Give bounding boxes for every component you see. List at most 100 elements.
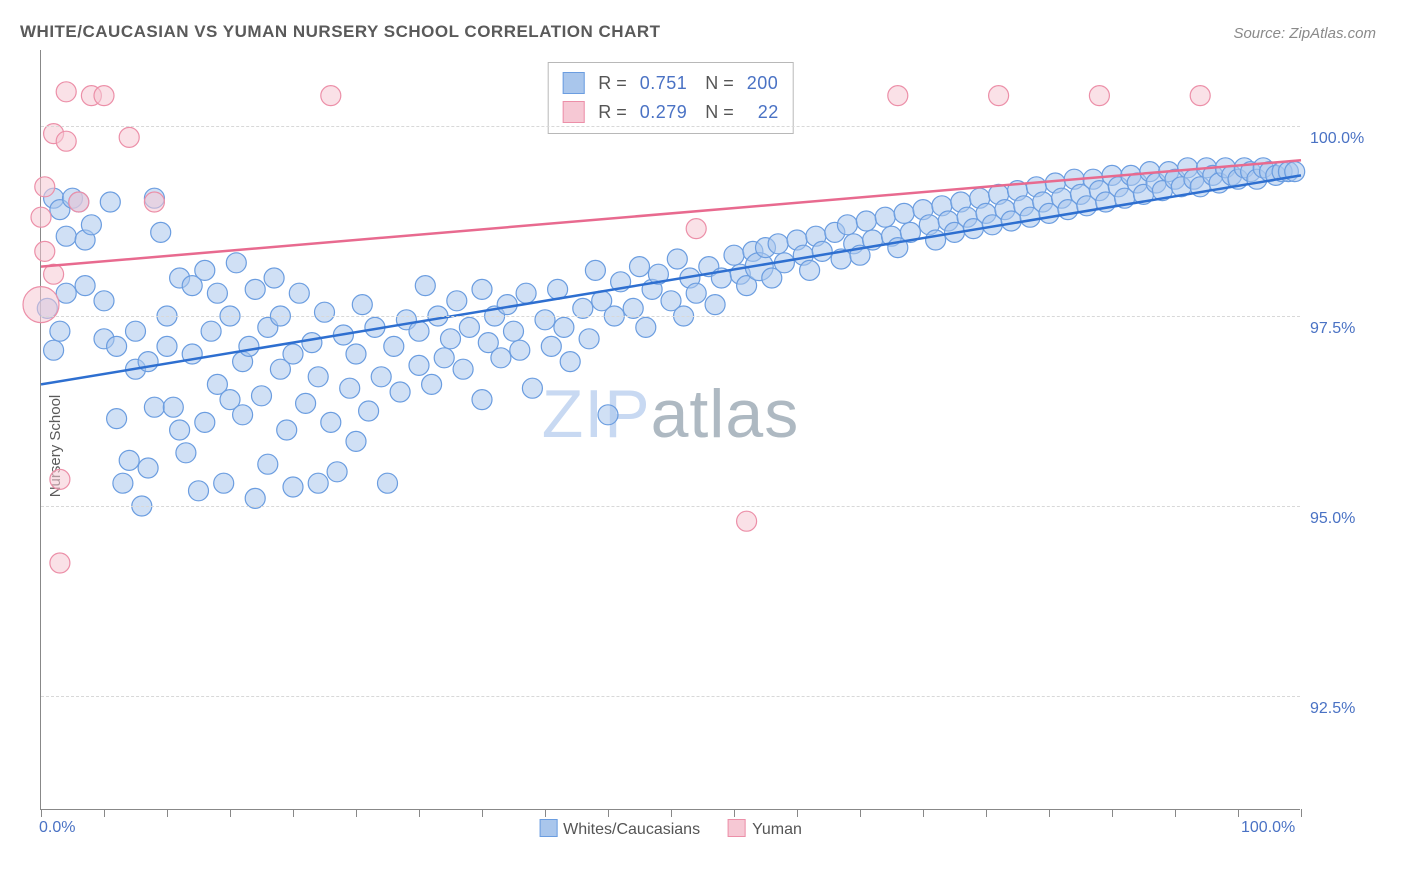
data-point [239,336,259,356]
grid-line [41,506,1300,507]
y-tick-label: 100.0% [1310,130,1390,148]
data-point [1190,86,1210,106]
data-point [69,192,89,212]
data-point [686,219,706,239]
data-point [119,127,139,147]
data-point [264,268,284,288]
data-point [308,367,328,387]
data-point [434,348,454,368]
x-tick [734,809,735,817]
data-point [516,283,536,303]
y-tick-label: 97.5% [1310,320,1390,338]
data-point [768,234,788,254]
x-tick [545,809,546,817]
x-tick [797,809,798,817]
x-tick [1175,809,1176,817]
legend-swatch [562,72,584,94]
data-point [195,260,215,280]
data-point [195,412,215,432]
legend-swatch [728,819,746,837]
data-point [585,260,605,280]
data-point [504,321,524,341]
data-point [107,409,127,429]
bottom-legend: Whites/Caucasians Yuman [539,819,802,839]
data-point [302,333,322,353]
data-point [81,215,101,235]
data-point [812,241,832,261]
x-tick-label: 0.0% [39,819,75,837]
data-point [113,473,133,493]
x-tick [293,809,294,817]
legend-label: Yuman [752,821,802,838]
data-point [75,276,95,296]
data-point [371,367,391,387]
data-point [144,397,164,417]
grid-line [41,696,1300,697]
data-point [35,177,55,197]
data-point [283,344,303,364]
data-point [378,473,398,493]
data-point [245,279,265,299]
data-point [340,378,360,398]
x-tick [860,809,861,817]
data-point [522,378,542,398]
x-tick [230,809,231,817]
data-point [94,291,114,311]
data-point [56,82,76,102]
data-point [44,340,64,360]
data-point [447,291,467,311]
data-point [560,352,580,372]
data-point [308,473,328,493]
data-point [321,412,341,432]
chart-title: WHITE/CAUCASIAN VS YUMAN NURSERY SCHOOL … [20,22,661,42]
data-point [541,336,561,356]
data-point [837,215,857,235]
data-point [472,279,492,299]
data-point [636,317,656,337]
x-tick [608,809,609,817]
data-point [157,336,177,356]
data-point [327,462,347,482]
y-tick-label: 92.5% [1310,700,1390,718]
x-tick [104,809,105,817]
x-tick [1301,809,1302,817]
legend-swatch [539,819,557,837]
data-point [100,192,120,212]
legend-item: Yuman [728,819,802,839]
regression-line [41,175,1301,384]
x-tick [356,809,357,817]
data-point [579,329,599,349]
data-point [56,226,76,246]
data-point [144,192,164,212]
data-point [107,336,127,356]
x-tick [986,809,987,817]
data-point [296,393,316,413]
data-point [875,207,895,227]
stats-r-label: R = [598,69,632,98]
data-point [409,321,429,341]
stats-n-value: 200 [747,69,779,98]
data-point [50,469,70,489]
legend-label: Whites/Caucasians [563,821,700,838]
data-point [346,344,366,364]
x-tick-label: 100.0% [1241,819,1295,837]
stats-row: R = 0.751 N = 200 [562,69,779,98]
data-point [800,260,820,280]
data-point [151,222,171,242]
legend-item: Whites/Caucasians [539,819,700,839]
stats-n-value: 22 [747,98,779,127]
grid-line [41,126,1300,127]
data-point [170,420,190,440]
data-point [667,249,687,269]
data-point [1089,86,1109,106]
data-point [94,86,114,106]
data-point [441,329,461,349]
data-point [359,401,379,421]
data-point [422,374,442,394]
data-point [163,397,183,417]
x-tick [671,809,672,817]
x-tick [923,809,924,817]
data-point [384,336,404,356]
data-point [705,295,725,315]
data-point [989,86,1009,106]
